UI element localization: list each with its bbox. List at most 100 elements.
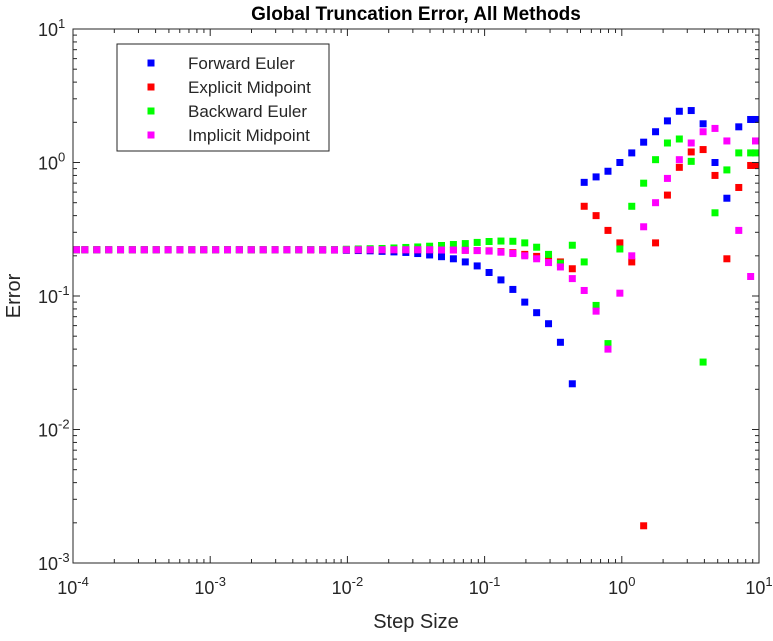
data-point-implicit-midpoint xyxy=(307,246,315,254)
data-point-backward-euler xyxy=(473,238,481,246)
data-point-explicit-midpoint xyxy=(747,161,755,169)
data-point-implicit-midpoint xyxy=(723,137,731,145)
legend-label-forward-euler: Forward Euler xyxy=(188,54,295,73)
data-point-implicit-midpoint xyxy=(592,307,600,315)
data-point-implicit-midpoint xyxy=(402,246,410,254)
data-point-implicit-midpoint xyxy=(295,246,303,254)
data-point-backward-euler xyxy=(652,156,660,164)
data-point-implicit-midpoint xyxy=(212,246,220,254)
data-point-backward-euler xyxy=(485,237,493,245)
data-markers xyxy=(73,107,759,530)
data-point-implicit-midpoint xyxy=(652,199,660,207)
data-point-forward-euler xyxy=(687,107,695,115)
data-point-forward-euler xyxy=(723,194,731,202)
data-point-implicit-midpoint xyxy=(390,246,398,254)
data-point-implicit-midpoint xyxy=(687,139,695,147)
data-point-explicit-midpoint xyxy=(592,212,600,220)
data-point-implicit-midpoint xyxy=(247,246,255,254)
data-point-explicit-midpoint xyxy=(663,191,671,199)
data-point-forward-euler xyxy=(711,159,719,166)
data-point-explicit-midpoint xyxy=(604,226,612,234)
data-point-implicit-midpoint xyxy=(485,247,493,255)
data-point-implicit-midpoint xyxy=(497,248,505,256)
data-point-forward-euler xyxy=(675,107,683,115)
data-point-explicit-midpoint xyxy=(687,148,695,156)
legend-label-explicit-midpoint: Explicit Midpoint xyxy=(188,78,311,97)
data-point-explicit-midpoint xyxy=(752,161,759,169)
x-tick-label: 10-2 xyxy=(332,574,364,598)
data-point-implicit-midpoint xyxy=(473,247,481,255)
y-tick-label: 10-3 xyxy=(38,550,70,574)
data-point-backward-euler xyxy=(497,237,505,245)
data-point-forward-euler xyxy=(592,173,600,181)
data-point-backward-euler xyxy=(752,149,759,157)
data-point-backward-euler xyxy=(711,209,719,217)
legend-marker-implicit-midpoint xyxy=(147,131,155,139)
data-point-backward-euler xyxy=(640,179,648,187)
data-point-forward-euler xyxy=(438,253,446,261)
data-point-implicit-midpoint xyxy=(235,246,243,254)
data-point-backward-euler xyxy=(735,149,743,157)
axis-ticks xyxy=(72,28,760,564)
data-point-backward-euler xyxy=(438,241,446,249)
data-point-forward-euler xyxy=(699,120,707,128)
data-point-forward-euler xyxy=(461,258,469,266)
data-point-forward-euler xyxy=(652,128,660,136)
chart-title: Global Truncation Error, All Methods xyxy=(251,4,581,25)
y-tick-label: 10-1 xyxy=(38,283,70,307)
data-point-implicit-midpoint xyxy=(81,246,89,254)
data-point-forward-euler xyxy=(604,167,612,175)
data-point-implicit-midpoint xyxy=(449,246,457,254)
data-point-backward-euler xyxy=(568,241,576,249)
data-point-explicit-midpoint xyxy=(640,522,648,530)
legend-label-implicit-midpoint: Implicit Midpoint xyxy=(188,126,310,145)
data-point-backward-euler xyxy=(580,258,588,266)
data-point-backward-euler xyxy=(604,340,612,348)
data-point-backward-euler xyxy=(747,149,755,157)
data-point-implicit-midpoint xyxy=(509,250,517,258)
data-point-implicit-midpoint xyxy=(735,226,743,234)
data-point-backward-euler xyxy=(461,240,469,248)
data-point-forward-euler xyxy=(485,268,493,276)
data-point-explicit-midpoint xyxy=(580,202,588,210)
data-point-implicit-midpoint xyxy=(283,246,291,254)
data-point-backward-euler xyxy=(521,239,529,247)
data-point-implicit-midpoint xyxy=(533,255,541,263)
data-point-backward-euler xyxy=(533,243,541,251)
data-point-implicit-midpoint xyxy=(319,246,327,254)
data-point-implicit-midpoint xyxy=(711,124,719,132)
data-point-backward-euler xyxy=(628,202,636,210)
data-point-explicit-midpoint xyxy=(735,183,743,191)
data-point-backward-euler xyxy=(663,139,671,147)
data-point-implicit-midpoint xyxy=(545,259,553,267)
data-point-backward-euler xyxy=(556,259,564,267)
data-point-implicit-midpoint xyxy=(259,246,267,254)
data-point-implicit-midpoint xyxy=(366,246,374,254)
data-point-implicit-midpoint xyxy=(271,246,279,254)
data-point-implicit-midpoint xyxy=(342,246,350,254)
data-point-explicit-midpoint xyxy=(675,163,683,171)
data-point-backward-euler xyxy=(616,245,624,253)
x-tick-label: 101 xyxy=(745,574,772,598)
x-tick-label: 100 xyxy=(608,574,635,598)
data-point-backward-euler xyxy=(699,358,707,366)
data-point-implicit-midpoint xyxy=(105,246,113,254)
legend: Forward Euler Explicit Midpoint Backward E… xyxy=(116,43,330,152)
y-tick-label: 101 xyxy=(38,16,65,40)
data-point-backward-euler xyxy=(426,242,434,250)
data-point-forward-euler xyxy=(628,149,636,157)
data-point-forward-euler xyxy=(509,285,517,293)
data-point-explicit-midpoint xyxy=(616,239,624,247)
data-point-implicit-midpoint xyxy=(438,246,446,254)
legend-marker-backward-euler xyxy=(147,107,155,115)
data-point-forward-euler xyxy=(580,178,588,186)
data-point-implicit-midpoint xyxy=(330,246,338,254)
data-point-implicit-midpoint xyxy=(675,156,683,164)
x-axis-label: Step Size xyxy=(373,611,459,633)
data-point-explicit-midpoint xyxy=(711,171,719,179)
data-point-implicit-midpoint xyxy=(164,246,172,254)
y-tick-label: 100 xyxy=(38,150,65,174)
data-point-forward-euler xyxy=(449,255,457,263)
